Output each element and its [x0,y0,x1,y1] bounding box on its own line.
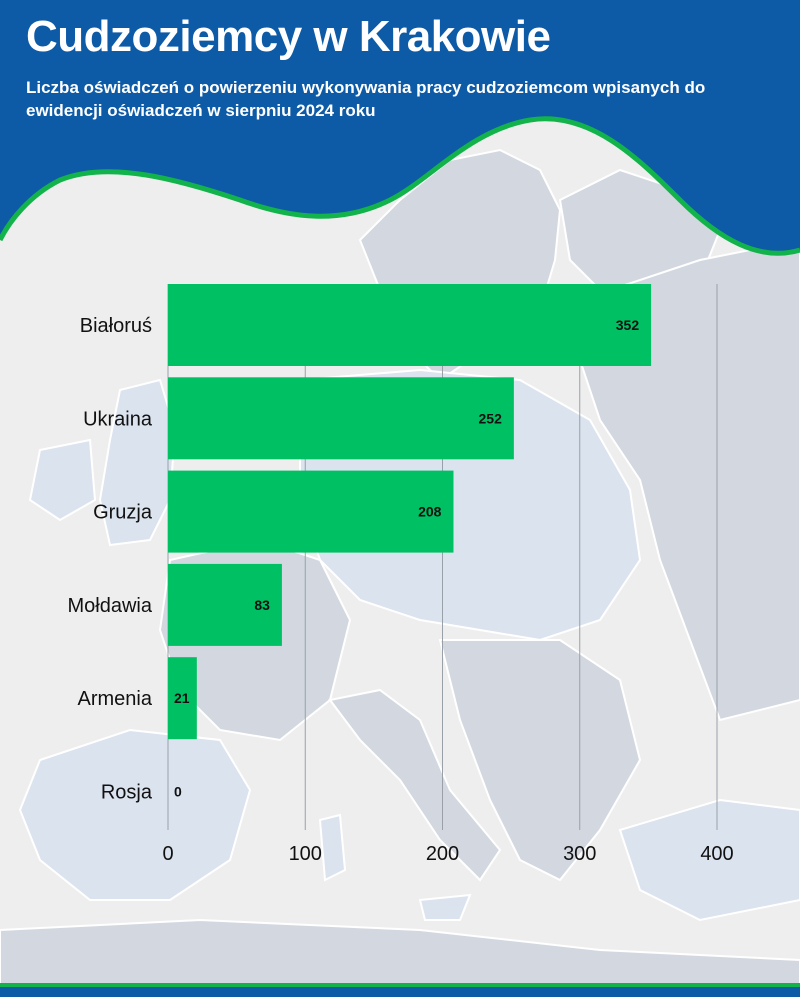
category-label-3: Mołdawia [68,595,153,617]
x-tick-label-4: 400 [700,843,733,865]
bar-0 [168,284,652,366]
map-britain [98,378,177,547]
header-wave-stroke [0,116,800,256]
map-turkey [618,798,800,922]
value-label-4: 21 [174,690,190,706]
x-tick-label-3: 300 [563,843,596,865]
x-tick-label-2: 200 [426,843,459,865]
header-wave-fill [0,0,800,254]
category-label-1: Ukraina [83,408,153,430]
map-ireland [28,438,97,522]
footer-bar [0,983,800,997]
header-banner [0,0,800,256]
value-label-2: 208 [418,504,442,520]
map-sardinia [318,813,347,882]
page-title: Cudzoziemcy w Krakowie [26,12,551,61]
category-label-5: Rosja [101,782,153,804]
category-label-0: Białoruś [80,315,152,337]
page-subtitle: Liczba oświadczeń o powierzeniu wykonywa… [26,78,706,120]
value-label-3: 83 [254,597,270,613]
bar-3 [168,563,282,646]
category-label-4: Armenia [78,688,153,710]
map-balkans [438,639,642,882]
bar-2 [168,470,454,553]
value-label-0: 352 [616,317,640,333]
map-italy [328,688,502,882]
value-label-1: 252 [479,410,503,426]
x-tick-label-1: 100 [289,843,322,865]
map-sicily [418,893,472,921]
value-label-5: 0 [174,784,182,800]
bar-1 [168,377,514,460]
x-tick-label-0: 0 [162,843,173,865]
map-north-africa [0,918,800,997]
category-label-2: Gruzja [93,502,153,524]
bar-4 [168,657,197,740]
